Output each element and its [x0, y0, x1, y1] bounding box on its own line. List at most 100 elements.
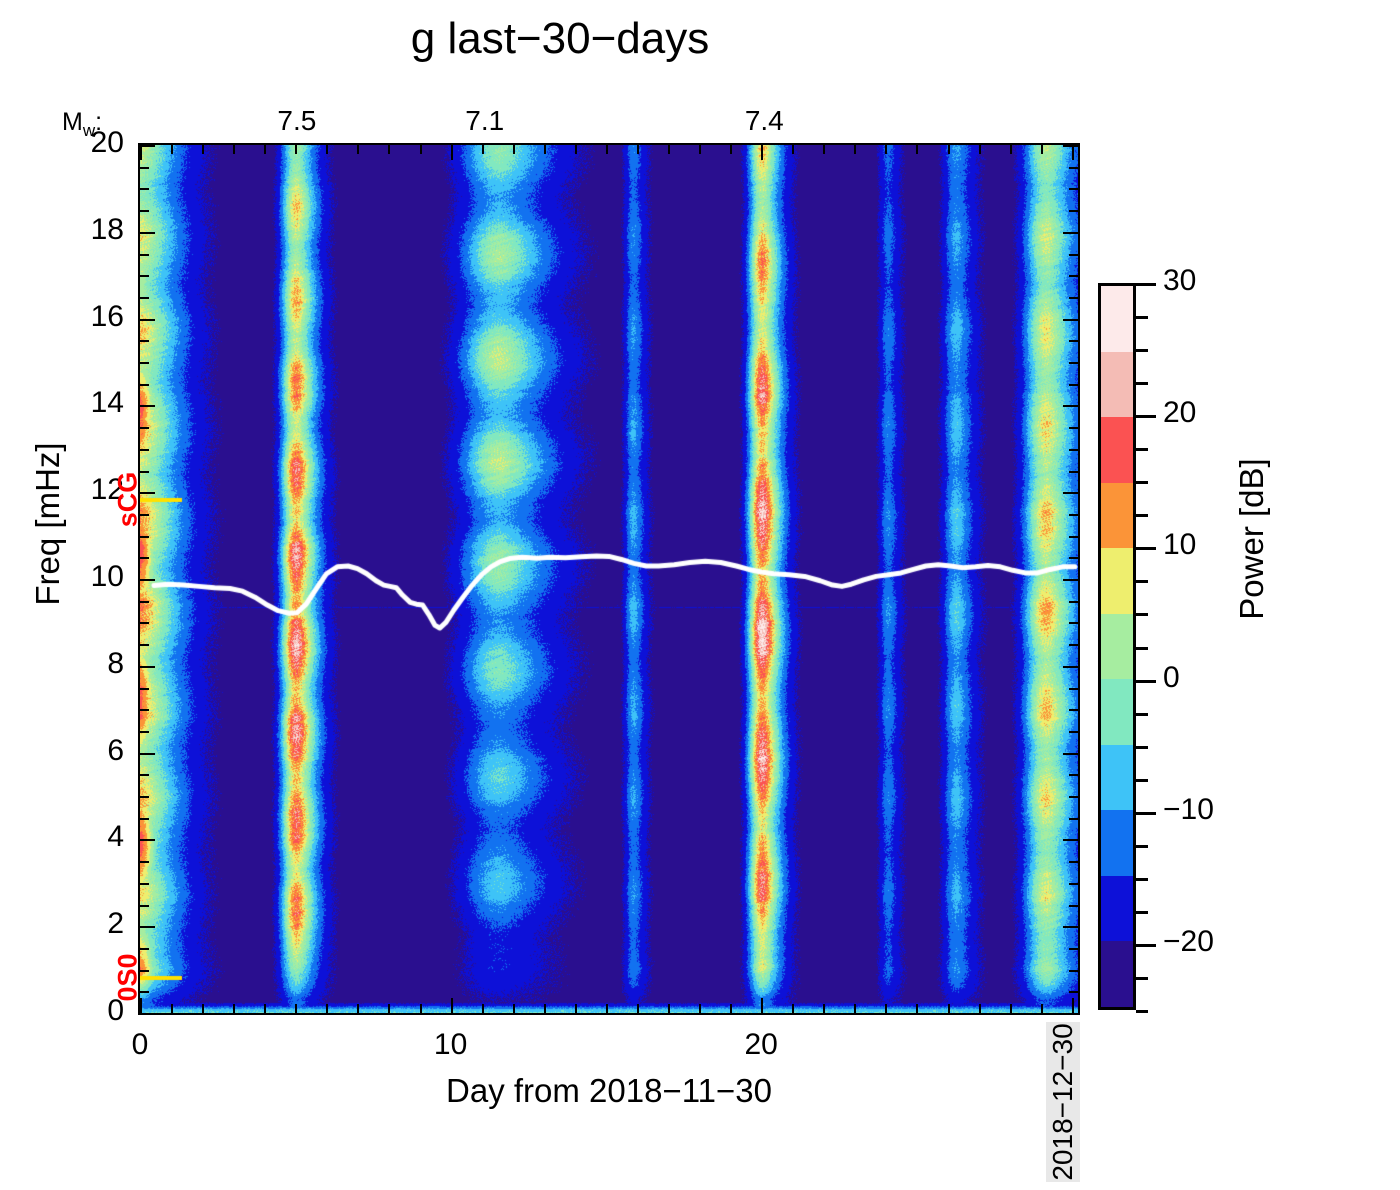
x-minor-tick-top: [264, 145, 266, 154]
y-minor-tick-right: [1069, 471, 1078, 473]
colorbar-band: [1101, 679, 1133, 745]
colorbar: [1098, 283, 1136, 1010]
page-title: g last−30−days: [410, 14, 710, 63]
y-minor-tick-right: [1069, 210, 1078, 212]
x-minor-tick-top: [1010, 145, 1012, 154]
x-minor-tick: [948, 1004, 950, 1013]
x-minor-tick-top: [948, 145, 950, 154]
y-minor-tick: [140, 471, 149, 473]
y-major-tick: [140, 145, 155, 147]
x-minor-tick: [388, 1004, 390, 1013]
x-major-tick: [140, 998, 142, 1013]
x-axis-tick-label: 10: [433, 1028, 468, 1061]
y-axis-tick-label: 10: [90, 560, 124, 593]
x-minor-tick: [792, 1004, 794, 1013]
y-minor-tick-right: [1069, 970, 1078, 972]
x-minor-tick-top: [202, 145, 204, 154]
x-minor-tick-top: [699, 145, 701, 154]
x-minor-tick: [668, 1004, 670, 1013]
x-major-tick: [451, 998, 453, 1013]
x-minor-tick-top: [326, 145, 328, 154]
y-major-tick: [140, 753, 155, 755]
y-minor-tick: [140, 731, 149, 733]
spectrogram-plot-area[interactable]: [138, 143, 1080, 1015]
x-minor-tick-top: [606, 145, 608, 154]
x-major-tick-top: [1072, 145, 1074, 160]
y-major-tick-right: [1063, 319, 1078, 321]
x-minor-tick-top: [388, 145, 390, 154]
colorbar-minor-tick: [1136, 878, 1148, 881]
x-major-tick-top: [451, 145, 453, 160]
y-minor-tick-right: [1069, 818, 1078, 820]
colorbar-tick-label: 20: [1163, 396, 1197, 430]
y-major-tick-right: [1063, 1013, 1078, 1015]
colorbar-major-tick: [1136, 283, 1156, 286]
mw-event-label: 7.1: [465, 105, 505, 136]
colorbar-minor-tick: [1136, 613, 1148, 616]
y-axis-tick-label: 8: [107, 646, 124, 680]
y-axis-tick-label: 2: [107, 907, 124, 941]
colorbar-band: [1101, 286, 1133, 352]
colorbar-tick-label: −20: [1163, 924, 1214, 958]
x-minor-tick-top: [513, 145, 515, 154]
colorbar-tick-label: 30: [1163, 264, 1197, 297]
colorbar-major-tick: [1136, 944, 1156, 947]
colorbar-major-tick: [1136, 415, 1156, 418]
x-minor-tick-top: [792, 145, 794, 154]
y-minor-tick-right: [1069, 861, 1078, 863]
y-minor-tick-right: [1069, 774, 1078, 776]
y-axis-tick-label: 14: [90, 386, 124, 420]
y-minor-tick: [140, 991, 149, 993]
y-minor-tick-right: [1069, 297, 1078, 299]
mw-axis-label-colon: :: [95, 108, 103, 136]
x-minor-tick-top: [575, 145, 577, 154]
y-minor-tick: [140, 536, 149, 538]
colorbar-minor-tick: [1136, 349, 1148, 352]
y-major-tick: [140, 405, 155, 407]
y-axis-tick-label: 20: [90, 126, 124, 159]
y-minor-tick: [140, 297, 149, 299]
x-minor-tick-top: [979, 145, 981, 154]
y-major-tick: [140, 926, 155, 928]
x-minor-tick-top: [885, 145, 887, 154]
y-minor-tick-right: [1069, 384, 1078, 386]
colorbar-minor-tick: [1136, 647, 1148, 650]
y-minor-tick-right: [1069, 883, 1078, 885]
x-minor-tick: [420, 1004, 422, 1013]
x-minor-tick: [171, 1004, 173, 1013]
x-minor-tick: [1010, 1004, 1012, 1013]
y-minor-tick-right: [1069, 991, 1078, 993]
colorbar-band: [1101, 482, 1133, 549]
y-minor-tick: [140, 384, 149, 386]
colorbar-minor-tick: [1136, 845, 1148, 848]
x-minor-tick: [637, 1004, 639, 1013]
y-axis-tick-label: 18: [90, 212, 124, 246]
colorbar-minor-tick: [1136, 514, 1148, 517]
y-major-tick: [140, 839, 155, 841]
y-minor-tick-right: [1069, 644, 1078, 646]
x-minor-tick: [357, 1004, 359, 1013]
y-minor-tick-right: [1069, 905, 1078, 907]
y-minor-tick: [140, 644, 149, 646]
y-minor-tick-right: [1069, 167, 1078, 169]
x-minor-tick: [823, 1004, 825, 1013]
y-minor-tick: [140, 514, 149, 516]
x-minor-tick: [544, 1004, 546, 1013]
y-minor-tick: [140, 188, 149, 190]
mw-axis-label: Mw:: [62, 108, 102, 141]
x-minor-tick-top: [916, 145, 918, 154]
y-minor-tick-right: [1069, 731, 1078, 733]
mw-axis-label-text: M: [62, 108, 83, 136]
y-minor-tick-right: [1069, 536, 1078, 538]
y-minor-tick: [140, 818, 149, 820]
colorbar-major-tick: [1136, 547, 1156, 550]
x-minor-tick-top: [668, 145, 670, 154]
x-minor-tick: [295, 1004, 297, 1013]
colorbar-band: [1101, 417, 1133, 483]
y-major-tick-right: [1063, 839, 1078, 841]
y-major-tick-right: [1063, 666, 1078, 668]
y-major-tick: [140, 1013, 155, 1015]
mw-event-label: 7.4: [744, 105, 784, 136]
